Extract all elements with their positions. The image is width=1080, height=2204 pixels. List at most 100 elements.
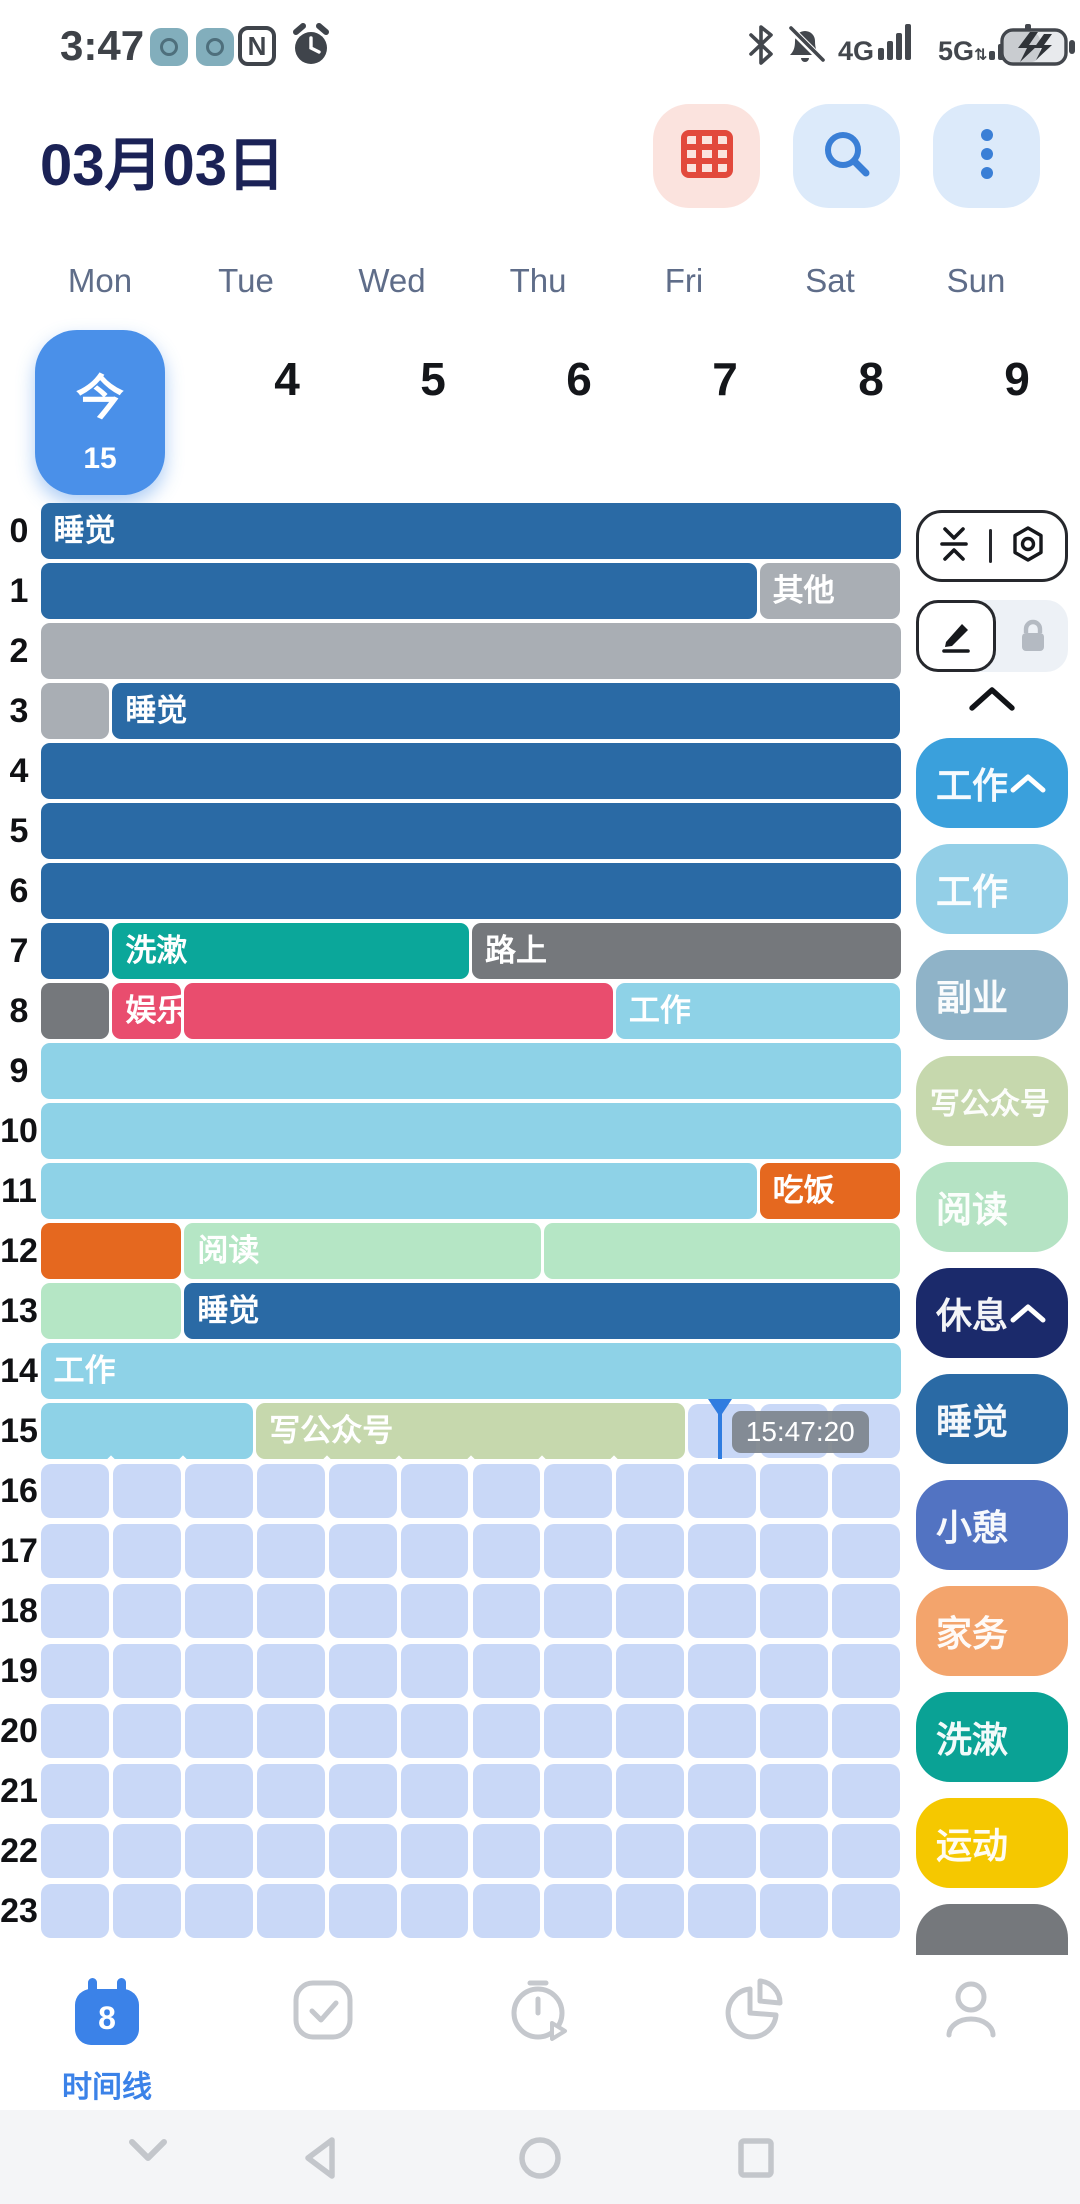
category-button[interactable]: 小憩 (916, 1480, 1068, 1570)
empty-slot-cell[interactable] (41, 1764, 109, 1818)
empty-slot-cell[interactable] (616, 1524, 685, 1578)
category-button[interactable]: 家务 (916, 1586, 1068, 1676)
empty-slot-cell[interactable] (472, 1464, 541, 1518)
category-group-button[interactable]: 工作 (916, 738, 1068, 828)
nav-item[interactable] (248, 1975, 398, 2050)
empty-slot-cell[interactable] (400, 1884, 469, 1938)
empty-slot-cell[interactable] (832, 1704, 900, 1758)
empty-slot-cell[interactable] (256, 1764, 325, 1818)
empty-slot-cell[interactable] (760, 1524, 829, 1578)
empty-slot-cell[interactable] (688, 1524, 757, 1578)
empty-slot-cell[interactable] (112, 1464, 181, 1518)
empty-slot-cell[interactable] (328, 1764, 397, 1818)
empty-slot-cell[interactable] (400, 1824, 469, 1878)
category-button[interactable]: 写公众号 (916, 1056, 1068, 1146)
activity-segment[interactable] (40, 1103, 901, 1159)
category-button[interactable] (916, 1904, 1068, 1955)
activity-segment[interactable] (40, 983, 110, 1039)
date-cell[interactable]: 5 (420, 353, 446, 405)
date-cell[interactable]: 6 (566, 353, 592, 405)
empty-slot-cell[interactable] (256, 1464, 325, 1518)
activity-segment[interactable] (40, 743, 901, 799)
recents-button[interactable] (734, 2134, 778, 2187)
date-cell[interactable]: 7 (712, 353, 738, 405)
activity-segment[interactable] (543, 1223, 901, 1279)
activity-segment[interactable] (40, 563, 757, 619)
empty-slot-cell[interactable] (616, 1464, 685, 1518)
empty-slot-cell[interactable] (472, 1884, 541, 1938)
empty-slot-cell[interactable] (328, 1704, 397, 1758)
activity-segment[interactable]: 洗漱 (112, 923, 469, 979)
activity-segment[interactable] (40, 683, 110, 739)
empty-slot-cell[interactable] (472, 1524, 541, 1578)
empty-slot-cell[interactable] (184, 1584, 253, 1638)
empty-slot-cell[interactable] (112, 1824, 181, 1878)
empty-slot-cell[interactable] (184, 1644, 253, 1698)
activity-segment[interactable]: 阅读 (184, 1223, 541, 1279)
activity-segment[interactable]: 睡觉 (112, 683, 901, 739)
empty-slot-cell[interactable] (41, 1464, 109, 1518)
empty-slot-cell[interactable] (328, 1824, 397, 1878)
activity-segment[interactable] (40, 1223, 182, 1279)
activity-segment[interactable] (40, 1283, 182, 1339)
empty-slot-cell[interactable] (400, 1584, 469, 1638)
category-button[interactable]: 副业 (916, 950, 1068, 1040)
empty-slot-cell[interactable] (760, 1704, 829, 1758)
activity-segment[interactable]: 写公众号 (256, 1403, 685, 1459)
empty-slot-cell[interactable] (616, 1884, 685, 1938)
empty-slot-cell[interactable] (328, 1884, 397, 1938)
empty-slot-cell[interactable] (616, 1704, 685, 1758)
empty-slot-cell[interactable] (544, 1764, 613, 1818)
empty-slot-cell[interactable] (184, 1824, 253, 1878)
empty-slot-cell[interactable] (688, 1704, 757, 1758)
category-group-button[interactable]: 休息 (916, 1268, 1068, 1358)
empty-slot-cell[interactable] (472, 1824, 541, 1878)
activity-segment[interactable]: 吃饭 (759, 1163, 901, 1219)
empty-slot-cell[interactable] (688, 1764, 757, 1818)
empty-slot-cell[interactable] (328, 1644, 397, 1698)
empty-slot-cell[interactable] (688, 1644, 757, 1698)
empty-slot-cell[interactable] (256, 1644, 325, 1698)
more-dots-button[interactable] (933, 104, 1040, 208)
activity-segment[interactable]: 其他 (759, 563, 901, 619)
empty-slot-cell[interactable] (544, 1464, 613, 1518)
back-button[interactable] (298, 2134, 342, 2187)
empty-slot-cell[interactable] (472, 1704, 541, 1758)
today-pill[interactable]: 今 15 (35, 330, 165, 495)
empty-slot-cell[interactable] (184, 1764, 253, 1818)
activity-segment[interactable]: 工作 (615, 983, 901, 1039)
empty-slot-cell[interactable] (400, 1464, 469, 1518)
empty-slot-cell[interactable] (544, 1704, 613, 1758)
empty-slot-cell[interactable] (544, 1824, 613, 1878)
empty-slot-cell[interactable] (256, 1824, 325, 1878)
empty-slot-cell[interactable] (832, 1584, 900, 1638)
empty-slot-cell[interactable] (760, 1464, 829, 1518)
empty-slot-cell[interactable] (328, 1524, 397, 1578)
empty-slot-cell[interactable] (41, 1524, 109, 1578)
empty-slot-cell[interactable] (688, 1884, 757, 1938)
empty-slot-cell[interactable] (832, 1884, 900, 1938)
empty-slot-cell[interactable] (328, 1584, 397, 1638)
empty-slot-cell[interactable] (112, 1584, 181, 1638)
activity-segment[interactable] (40, 1163, 757, 1219)
hide-keyboard-button[interactable] (124, 2134, 172, 2173)
empty-slot-cell[interactable] (760, 1884, 829, 1938)
empty-slot-cell[interactable] (832, 1824, 900, 1878)
empty-slot-cell[interactable] (112, 1884, 181, 1938)
empty-slot-cell[interactable] (544, 1644, 613, 1698)
empty-slot-cell[interactable] (184, 1524, 253, 1578)
category-button[interactable]: 睡觉 (916, 1374, 1068, 1464)
activity-segment[interactable]: 睡觉 (184, 1283, 901, 1339)
empty-slot-cell[interactable] (832, 1764, 900, 1818)
empty-slot-cell[interactable] (400, 1704, 469, 1758)
settings-gear-icon[interactable] (1009, 525, 1047, 568)
empty-slot-cell[interactable] (256, 1584, 325, 1638)
activity-segment[interactable]: 娱乐 (112, 983, 187, 1039)
empty-slot-cell[interactable] (112, 1764, 181, 1818)
empty-slot-cell[interactable] (328, 1464, 397, 1518)
empty-slot-cell[interactable] (616, 1764, 685, 1818)
activity-segment[interactable] (40, 1043, 901, 1099)
empty-slot-cell[interactable] (616, 1584, 685, 1638)
empty-slot-cell[interactable] (760, 1584, 829, 1638)
empty-slot-cell[interactable] (112, 1524, 181, 1578)
